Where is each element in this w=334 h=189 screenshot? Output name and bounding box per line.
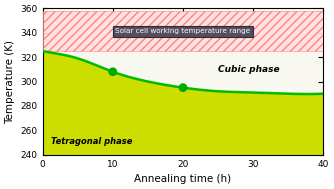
Text: Solar cell working temperature range: Solar cell working temperature range <box>115 28 250 34</box>
Text: Tetragonal phase: Tetragonal phase <box>51 137 132 146</box>
Y-axis label: Temperature (K): Temperature (K) <box>5 40 15 124</box>
Text: Cubic phase: Cubic phase <box>218 65 280 74</box>
Point <box>180 86 186 89</box>
Point <box>110 70 116 73</box>
X-axis label: Annealing time (h): Annealing time (h) <box>134 174 231 184</box>
